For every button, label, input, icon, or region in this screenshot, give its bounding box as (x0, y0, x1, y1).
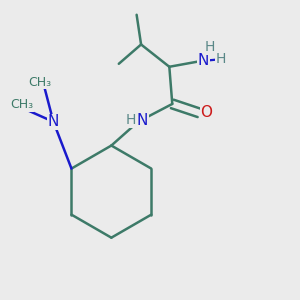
Text: H: H (215, 52, 226, 66)
Text: CH₃: CH₃ (11, 98, 34, 111)
Text: H: H (125, 113, 136, 127)
Text: O: O (200, 105, 212, 120)
Text: N: N (137, 113, 148, 128)
Text: N: N (198, 53, 209, 68)
Text: H: H (204, 40, 214, 55)
Text: N: N (48, 114, 59, 129)
Text: CH₃: CH₃ (28, 76, 52, 89)
